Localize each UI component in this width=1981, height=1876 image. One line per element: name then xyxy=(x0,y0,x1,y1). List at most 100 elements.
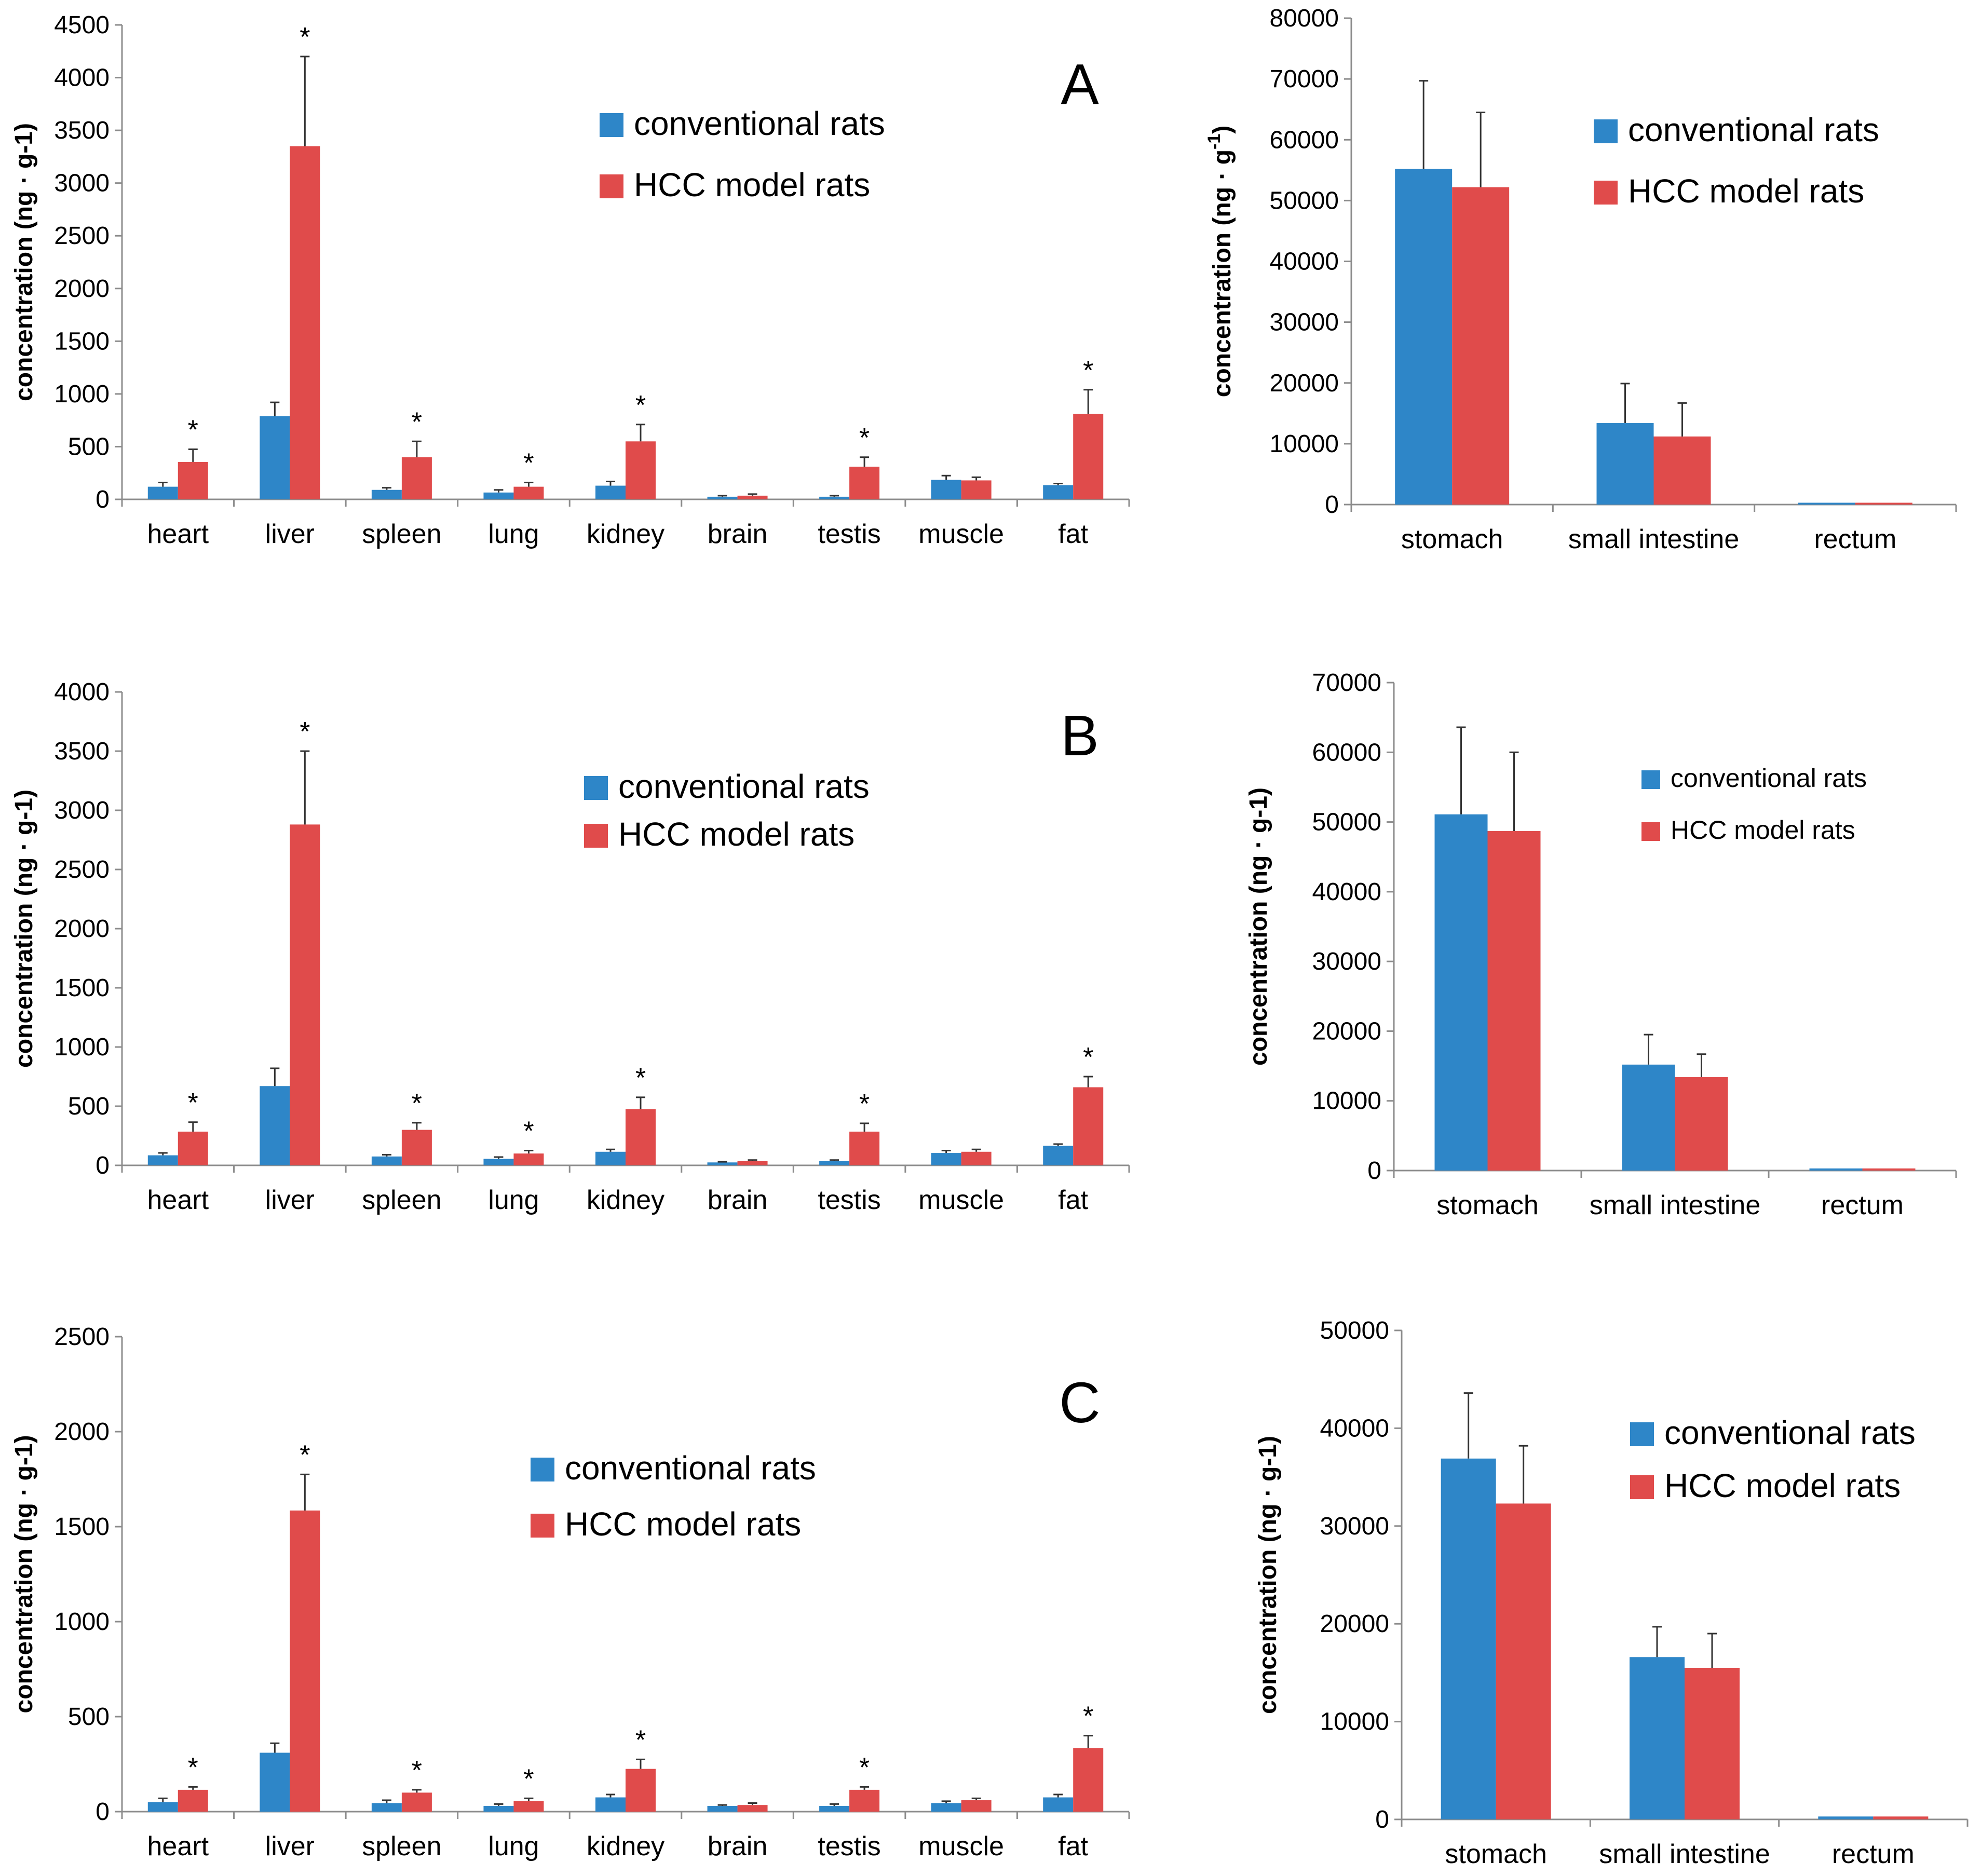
legend-label-hcc: HCC model rats xyxy=(1628,172,1864,210)
bar-conventional-heart xyxy=(147,1802,178,1812)
bar-conventional-rectum xyxy=(1809,1168,1863,1171)
bar-hcc-liver xyxy=(290,1510,320,1812)
bar-hcc-stomach xyxy=(1496,1503,1551,1819)
x-category-label: heart xyxy=(147,519,209,549)
y-tick-label: 2500 xyxy=(54,1323,110,1351)
y-tick-label: 0 xyxy=(96,1798,110,1826)
y-axis-label: concentration (ng · g-1) xyxy=(10,1435,38,1714)
x-category-label: spleen xyxy=(362,1185,441,1215)
significance-star: * xyxy=(1083,1702,1093,1732)
legend-label-conventional: conventional rats xyxy=(565,1449,816,1487)
significance-star: * xyxy=(412,1756,422,1786)
x-category-label: heart xyxy=(147,1831,209,1861)
panel-letter: C xyxy=(1059,1371,1100,1435)
bar-conventional-kidney xyxy=(595,1151,626,1165)
bar-hcc-fat xyxy=(1073,414,1104,499)
significance-star: * xyxy=(188,415,198,445)
bar-hcc-rectum xyxy=(1873,1816,1929,1819)
x-category-label: small intestine xyxy=(1590,1190,1760,1220)
bar-conventional-spleen xyxy=(371,1803,402,1812)
significance-star: * xyxy=(300,22,310,52)
bar-hcc-lung xyxy=(513,1153,544,1165)
y-tick-label: 50000 xyxy=(1320,1317,1389,1344)
significance-star: * xyxy=(859,1752,870,1783)
bar-hcc-rectum xyxy=(1855,502,1912,505)
legend-swatch-conventional xyxy=(531,1458,554,1481)
y-axis-label: concentration (ng · g-1) xyxy=(1204,126,1236,398)
y-tick-label: 70000 xyxy=(1270,65,1339,93)
legend-swatch-hcc xyxy=(1641,822,1660,841)
bar-hcc-testis xyxy=(849,467,880,499)
bar-conventional-brain xyxy=(707,1806,738,1812)
bar-conventional-small-intestine xyxy=(1622,1064,1675,1171)
bar-conventional-liver xyxy=(260,1086,290,1165)
bar-hcc-kidney xyxy=(626,1109,656,1165)
x-category-label: spleen xyxy=(362,519,441,549)
y-tick-label: 1000 xyxy=(54,1034,110,1061)
bar-hcc-small-intestine xyxy=(1675,1077,1728,1171)
significance-star: * xyxy=(523,1764,534,1794)
x-category-label: muscle xyxy=(918,1185,1004,1215)
x-category-label: small intestine xyxy=(1599,1839,1770,1869)
bar-conventional-brain xyxy=(707,496,738,499)
y-tick-label: 500 xyxy=(68,433,110,460)
y-tick-label: 2500 xyxy=(54,222,110,250)
y-tick-label: 500 xyxy=(68,1703,110,1731)
bar-conventional-brain xyxy=(707,1162,738,1165)
bar-conventional-muscle xyxy=(931,480,961,499)
bar-hcc-liver xyxy=(290,824,320,1165)
bar-hcc-liver xyxy=(290,146,320,500)
bar-conventional-rectum xyxy=(1798,502,1855,505)
legend-label-hcc: HCC model rats xyxy=(1671,815,1855,845)
bar-hcc-fat xyxy=(1073,1087,1104,1165)
y-tick-label: 3500 xyxy=(54,738,110,765)
legend-swatch-conventional xyxy=(600,113,623,137)
bar-conventional-testis xyxy=(819,1806,850,1812)
y-axis-label: concentration (ng · g-1) xyxy=(10,790,38,1068)
y-tick-label: 10000 xyxy=(1312,1087,1381,1115)
x-category-label: heart xyxy=(147,1185,209,1215)
chart-A-organs: 0 500 1000 1500 2000 2500 3000 3500 4000 4500 hear… xyxy=(10,11,1130,549)
legend-swatch-conventional xyxy=(1630,1422,1654,1446)
bar-hcc-spleen xyxy=(401,457,432,499)
chart-C-organs: 0 500 1000 1500 2000 2500 heart * liver * spleen * l… xyxy=(10,1323,1130,1861)
bar-hcc-muscle xyxy=(961,1151,992,1165)
y-tick-label: 30000 xyxy=(1312,948,1381,975)
legend-swatch-hcc xyxy=(531,1514,554,1538)
significance-star: * xyxy=(1083,1042,1093,1072)
y-tick-label: 2500 xyxy=(54,856,110,883)
legend-label-conventional: conventional rats xyxy=(634,105,885,142)
bar-hcc-muscle xyxy=(961,480,992,499)
y-tick-label: 10000 xyxy=(1270,430,1339,458)
legend-label-conventional: conventional rats xyxy=(1628,111,1879,148)
x-category-label: rectum xyxy=(1832,1839,1915,1869)
bar-hcc-spleen xyxy=(401,1130,432,1165)
bar-conventional-muscle xyxy=(931,1153,961,1165)
bar-conventional-rectum xyxy=(1818,1816,1874,1819)
significance-star: * xyxy=(300,1440,310,1470)
y-tick-label: 10000 xyxy=(1320,1708,1389,1736)
y-tick-label: 1500 xyxy=(54,1513,110,1541)
bar-hcc-muscle xyxy=(961,1800,992,1812)
bar-hcc-small-intestine xyxy=(1685,1667,1740,1819)
legend-swatch-conventional xyxy=(1641,770,1660,789)
bar-conventional-liver xyxy=(260,416,290,499)
x-category-label: muscle xyxy=(918,1831,1004,1861)
x-category-label: rectum xyxy=(1814,524,1896,554)
bar-hcc-spleen xyxy=(401,1792,432,1812)
legend-label-conventional: conventional rats xyxy=(1664,1414,1916,1451)
legend-label-hcc: HCC model rats xyxy=(1664,1467,1901,1504)
bar-hcc-small-intestine xyxy=(1653,436,1711,505)
y-tick-label: 3500 xyxy=(54,117,110,144)
bar-conventional-kidney xyxy=(595,1797,626,1812)
x-category-label: kidney xyxy=(587,1185,664,1215)
x-category-label: lung xyxy=(488,519,539,549)
bar-conventional-small-intestine xyxy=(1596,423,1654,505)
bar-conventional-small-intestine xyxy=(1630,1657,1685,1819)
y-tick-label: 0 xyxy=(1375,1806,1389,1833)
x-category-label: rectum xyxy=(1821,1190,1904,1220)
y-tick-label: 2000 xyxy=(54,915,110,943)
bar-conventional-fat xyxy=(1043,1146,1074,1165)
y-tick-label: 1000 xyxy=(54,1608,110,1636)
